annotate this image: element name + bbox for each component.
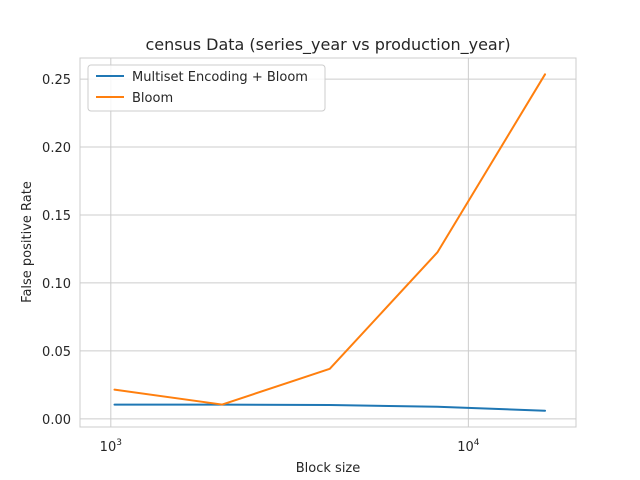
chart-title: census Data (series_year vs production_y…	[145, 35, 510, 55]
x-axis-ticks: 103 104	[100, 438, 480, 455]
series-line-0	[113, 403, 547, 412]
plot-area	[79, 57, 577, 428]
x-tick-label-0: 103	[100, 438, 122, 455]
y-tick-label-1: 0.05	[42, 345, 71, 360]
y-tick-label-4: 0.20	[42, 141, 71, 156]
legend-label-bloom: Bloom	[132, 91, 173, 106]
legend: Multiset Encoding + Bloom Bloom	[87, 64, 326, 112]
y-tick-label-2: 0.10	[42, 277, 71, 292]
series-lines	[113, 73, 547, 412]
y-axis-label: False positive Rate	[20, 181, 35, 303]
series-line-1	[113, 73, 547, 406]
y-axis-ticks: 0.00 0.05 0.10 0.15 0.20 0.25	[42, 73, 71, 428]
y-tick-label-0: 0.00	[42, 413, 71, 428]
legend-label-multiset: Multiset Encoding + Bloom	[132, 70, 308, 85]
legend-box	[87, 64, 326, 112]
y-tick-label-5: 0.25	[42, 73, 71, 88]
x-axis-label: Block size	[296, 461, 361, 476]
y-tick-label-3: 0.15	[42, 209, 71, 224]
x-tick-label-1: 104	[457, 438, 480, 455]
